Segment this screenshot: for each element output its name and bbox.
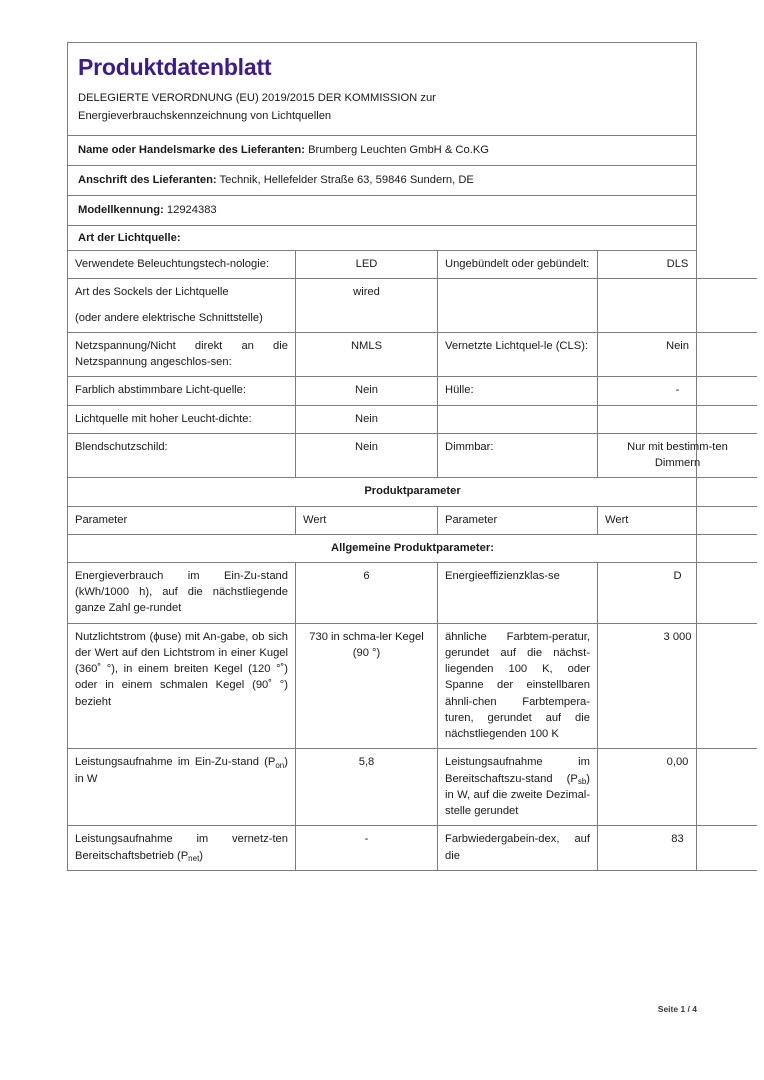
cell-value: -	[597, 376, 757, 406]
table-row: Leistungsaufnahme im vernetz-ten Bereits…	[68, 825, 757, 871]
supplier-address-row: Anschrift des Lieferanten: Technik, Hell…	[68, 166, 696, 197]
model-identifier-label: Modellkennung:	[78, 204, 164, 217]
cell-value: 83	[597, 825, 757, 871]
cell-label-sub: sb	[577, 777, 587, 787]
supplier-name-row: Name oder Handelsmarke des Lieferanten: …	[68, 136, 696, 166]
column-header-row: Parameter Wert Parameter Wert	[68, 506, 757, 535]
cell-label: Vernetzte Lichtquel-le (CLS):	[437, 332, 598, 378]
cell-label: Farblich abstimmbare Licht-quelle:	[68, 376, 296, 406]
cell-label: Energieeffizienzklas-se	[437, 562, 598, 624]
table-row: Netzspannung/Nicht direkt an die Netzspa…	[68, 332, 757, 378]
table-row: Leistungsaufnahme im Ein-Zu-stand (Pon) …	[68, 748, 757, 827]
section-product-parameters-row: Produktparameter	[68, 477, 757, 507]
datasheet-header: Produktdatenblatt DELEGIERTE VERORDNUNG …	[68, 43, 696, 136]
cell-value: Nein	[295, 376, 438, 406]
column-header-value-1: Wert	[295, 506, 438, 535]
cell-value: LED	[295, 251, 438, 280]
light-source-table: Verwendete Beleuchtungstech-nologie: LED…	[68, 251, 757, 871]
supplier-name-value: Brumberg Leuchten GmbH & Co.KG	[308, 143, 490, 156]
cell-label	[437, 278, 598, 333]
model-identifier-row: Modellkennung: 12924383	[68, 196, 696, 227]
table-row: Verwendete Beleuchtungstech-nologie: LED…	[68, 251, 757, 280]
cell-label-line-1: Art des Sockels der Lichtquelle	[75, 286, 229, 299]
table-row: Energieverbrauch im Ein-Zu-stand (kWh/10…	[68, 562, 757, 624]
table-row: Nutzlichtstrom (ϕuse) mit An-gabe, ob si…	[68, 623, 757, 750]
cell-value	[597, 278, 757, 333]
section-product-parameters: Produktparameter	[68, 477, 757, 507]
cell-value: 0,00	[597, 748, 757, 827]
section-general-product-parameters: Allgemeine Produktparameter:	[68, 534, 757, 564]
cell-label-sub: on	[275, 760, 285, 770]
cell-label-post: ) in W	[75, 756, 288, 785]
cell-label: Farbwiedergabein-dex, auf die	[437, 825, 598, 871]
cell-label: Dimmbar:	[437, 433, 598, 479]
cell-label-pre: Leistungsaufnahme im Ein-Zu-stand (P	[75, 756, 276, 769]
table-row: Lichtquelle mit hoher Leucht-dichte: Nei…	[68, 405, 757, 434]
cell-label: Art des Sockels der Lichtquelle (oder an…	[68, 278, 296, 333]
cell-value: Nur mit bestimm-ten Dimmern	[597, 433, 757, 479]
section-light-source-type: Art der Lichtquelle:	[68, 226, 696, 252]
regulation-subtitle: DELEGIERTE VERORDNUNG (EU) 2019/2015 DER…	[78, 90, 686, 125]
subtitle-line-2: Energieverbrauchskennzeichnung von Licht…	[78, 109, 332, 122]
supplier-address-label: Anschrift des Lieferanten:	[78, 173, 217, 186]
cell-value: 6	[295, 562, 438, 624]
cell-label-post: ) in W, auf die zweite Dezimal-stelle ge…	[445, 772, 590, 818]
cell-label: Netzspannung/Nicht direkt an die Netzspa…	[68, 332, 296, 378]
model-identifier-value: 12924383	[166, 204, 217, 217]
cell-label: Verwendete Beleuchtungstech-nologie:	[68, 251, 296, 280]
page-footer: Seite 1 / 4	[657, 1004, 697, 1014]
cell-label: Lichtquelle mit hoher Leucht-dichte:	[68, 405, 296, 434]
cell-value: Nein	[295, 405, 438, 434]
cell-label: Hülle:	[437, 376, 598, 406]
column-header-parameter-1: Parameter	[68, 506, 296, 535]
cell-label	[437, 405, 598, 434]
cell-label-pre: Leistungsaufnahme im Bereitschaftszu-sta…	[445, 756, 590, 785]
cell-label: Leistungsaufnahme im Bereitschaftszu-sta…	[437, 748, 598, 827]
cell-value: DLS	[597, 251, 757, 280]
cell-value: 3 000	[597, 623, 757, 750]
cell-value: 730 in schma-ler Kegel (90 °)	[295, 623, 438, 750]
column-header-value-2: Wert	[597, 506, 757, 535]
cell-label: Leistungsaufnahme im vernetz-ten Bereits…	[68, 825, 296, 871]
product-datasheet: Produktdatenblatt DELEGIERTE VERORDNUNG …	[67, 42, 757, 871]
cell-label-sub: net	[188, 854, 200, 864]
cell-label: ähnliche Farbtem-peratur, gerundet auf d…	[437, 623, 598, 750]
page-title: Produktdatenblatt	[78, 54, 272, 80]
subtitle-line-1: DELEGIERTE VERORDNUNG (EU) 2019/2015 DER…	[78, 92, 436, 105]
cell-value: NMLS	[295, 332, 438, 378]
table-row: Blendschutzschild: Nein Dimmbar: Nur mit…	[68, 433, 757, 479]
cell-label-pre: Farbwiedergabein-dex, auf die	[445, 833, 590, 862]
cell-label: Leistungsaufnahme im Ein-Zu-stand (Pon) …	[68, 748, 296, 827]
supplier-name-label: Name oder Handelsmarke des Lieferanten:	[78, 143, 305, 156]
cell-label-post: )	[199, 849, 204, 862]
cell-label: Nutzlichtstrom (ϕuse) mit An-gabe, ob si…	[68, 623, 296, 750]
cell-value: Nein	[295, 433, 438, 479]
cell-label-line-2: (oder andere elektrische Schnittstelle)	[75, 311, 263, 324]
table-row: Farblich abstimmbare Licht-quelle: Nein …	[68, 376, 757, 406]
cell-value: D	[597, 562, 757, 624]
cell-value: Nein	[597, 332, 757, 378]
cell-value	[597, 405, 757, 434]
cell-label: Energieverbrauch im Ein-Zu-stand (kWh/10…	[68, 562, 296, 624]
section-general-parameters-row: Allgemeine Produktparameter:	[68, 534, 757, 564]
table-row: Art des Sockels der Lichtquelle (oder an…	[68, 278, 757, 333]
cell-value: wired	[295, 278, 438, 333]
cell-label-pre: Leistungsaufnahme im vernetz-ten Bereits…	[75, 833, 288, 862]
column-header-parameter-2: Parameter	[437, 506, 598, 535]
cell-label: Ungebündelt oder gebündelt:	[437, 251, 598, 280]
cell-value: 5,8	[295, 748, 438, 827]
supplier-address-value: Technik, Hellefelder Straße 63, 59846 Su…	[219, 173, 474, 186]
cell-label: Blendschutzschild:	[68, 433, 296, 479]
cell-value: -	[295, 825, 438, 871]
